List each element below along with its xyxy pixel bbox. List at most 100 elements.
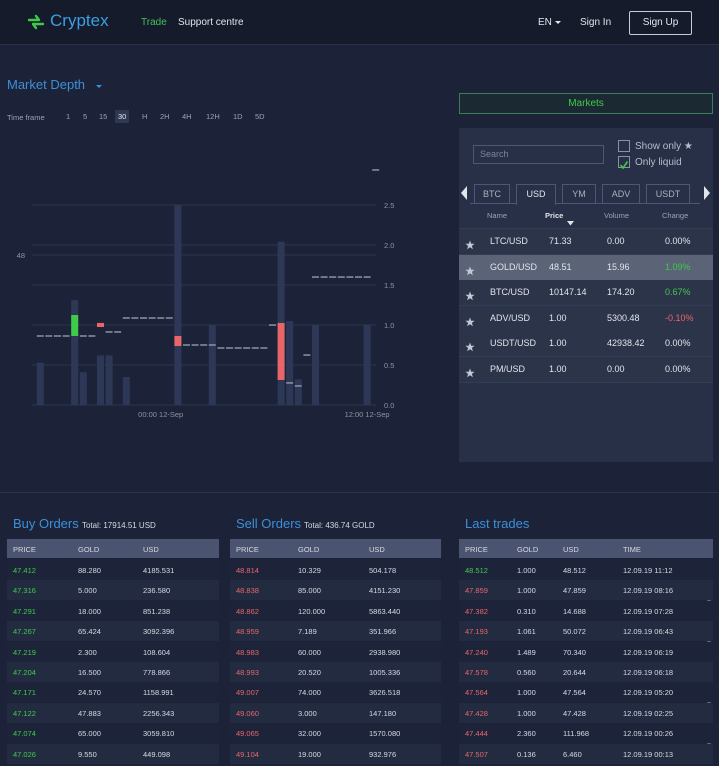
candle-body	[71, 315, 79, 336]
order-row[interactable]	[459, 600, 713, 621]
market-row[interactable]	[459, 229, 713, 255]
order-cell: 1.061	[517, 627, 536, 637]
pair-name: PM/USD	[490, 364, 526, 374]
order-row[interactable]	[7, 600, 219, 621]
market-tab[interactable]: ADV	[602, 184, 640, 204]
section-title: Sell Orders	[236, 516, 302, 531]
order-row[interactable]	[459, 641, 713, 662]
market-row[interactable]	[459, 331, 713, 358]
logo[interactable]: Cryptex	[50, 11, 109, 30]
tab-arrow-right[interactable]	[703, 186, 711, 200]
market-tab[interactable]: USDT	[646, 184, 690, 204]
order-row[interactable]	[230, 764, 441, 766]
order-row[interactable]	[7, 560, 219, 580]
volume-bar	[208, 325, 216, 405]
timeframe-button[interactable]: 12H	[206, 112, 220, 121]
order-row[interactable]	[459, 621, 713, 642]
star-icon[interactable]	[465, 365, 475, 383]
order-cell: 47.193	[465, 627, 488, 637]
order-row[interactable]	[230, 743, 441, 764]
market-row[interactable]	[459, 280, 713, 307]
order-row[interactable]	[459, 662, 713, 682]
market-tab[interactable]: BTC	[474, 184, 510, 204]
x-tick-label: 12:00 12-Sep	[345, 410, 390, 419]
order-row[interactable]	[7, 682, 219, 703]
market-row[interactable]	[459, 305, 713, 332]
order-row[interactable]	[230, 702, 441, 723]
order-row[interactable]	[230, 662, 441, 682]
order-cell: 4151.230	[369, 586, 401, 596]
volume-bar	[79, 372, 87, 405]
timeframe-button[interactable]: H	[142, 112, 148, 121]
timeframe-button[interactable]: 1	[66, 112, 71, 121]
star-icon[interactable]	[465, 339, 475, 357]
pair-price: 1.00	[549, 338, 567, 349]
star-icon[interactable]	[465, 314, 475, 332]
timeframe-button[interactable]: 5	[83, 112, 88, 121]
checkbox-label: Show only ★	[635, 141, 693, 152]
order-row[interactable]	[230, 600, 441, 621]
section-title[interactable]: Market Depth	[7, 77, 86, 92]
column-header: USD	[369, 545, 385, 554]
order-row[interactable]	[7, 702, 219, 723]
order-cell: 48.512	[465, 566, 488, 575]
order-row[interactable]	[7, 764, 219, 766]
order-row[interactable]	[230, 621, 441, 642]
order-row[interactable]	[459, 743, 713, 764]
order-row[interactable]	[230, 723, 441, 744]
order-row[interactable]	[459, 682, 713, 703]
order-row[interactable]	[459, 723, 713, 744]
timeframe-button[interactable]: 1D	[233, 112, 243, 121]
y2-tick-label: 1.0	[384, 321, 394, 330]
order-cell: 2938.980	[369, 647, 401, 657]
order-row[interactable]	[230, 560, 441, 580]
search-input[interactable]: Search	[473, 145, 604, 164]
order-row[interactable]	[230, 580, 441, 601]
language-select[interactable]: EN	[538, 17, 552, 28]
pair-volume: 0.00	[607, 236, 625, 246]
order-cell: 47.204	[13, 668, 36, 677]
market-row[interactable]	[459, 254, 713, 281]
order-row[interactable]	[7, 580, 219, 601]
order-row[interactable]	[459, 580, 713, 601]
order-cell: 0.560	[517, 668, 536, 677]
order-row[interactable]	[459, 702, 713, 723]
sign-in[interactable]: Sign In	[580, 17, 612, 28]
tab-arrow-left[interactable]	[460, 186, 468, 200]
market-tab[interactable]: USD	[516, 184, 556, 205]
table-header	[7, 539, 219, 558]
order-row[interactable]	[7, 743, 219, 764]
nav-link[interactable]: Trade	[141, 17, 167, 28]
logo-icon	[27, 14, 45, 30]
order-row[interactable]	[7, 641, 219, 662]
order-cell: 932.976	[369, 749, 397, 759]
market-tab[interactable]: YM	[562, 184, 596, 204]
pair-name: BTC/USD	[490, 287, 530, 298]
order-row[interactable]	[7, 723, 219, 744]
checkbox[interactable]	[618, 140, 630, 152]
timeframe-button[interactable]: 2H	[160, 112, 170, 121]
checkbox[interactable]	[618, 156, 630, 170]
column-header[interactable]: Price	[545, 211, 564, 220]
timeframe-button[interactable]: 15	[99, 112, 108, 121]
star-icon[interactable]	[465, 237, 475, 255]
star-icon[interactable]	[465, 263, 475, 281]
order-row[interactable]	[230, 641, 441, 662]
markets-button[interactable]: Markets	[459, 93, 713, 114]
order-row[interactable]	[459, 560, 713, 580]
timeframe-button[interactable]: 5D	[255, 112, 265, 121]
order-cell: 47.316	[13, 586, 36, 596]
order-row[interactable]	[7, 662, 219, 682]
order-row[interactable]	[230, 682, 441, 703]
star-icon[interactable]	[465, 288, 475, 306]
order-row[interactable]	[459, 764, 713, 766]
sign-up-button[interactable]: Sign Up	[629, 11, 692, 35]
order-row[interactable]	[7, 621, 219, 642]
order-cell: 504.178	[369, 566, 397, 575]
pair-volume: 174.20	[607, 287, 635, 298]
timeframe-button[interactable]: 4H	[182, 112, 192, 121]
timeframe-button[interactable]: 30	[115, 110, 130, 123]
order-cell: 12.09.19 05:20	[623, 688, 674, 698]
market-row[interactable]	[459, 357, 713, 383]
nav-link[interactable]: Support centre	[178, 17, 244, 28]
